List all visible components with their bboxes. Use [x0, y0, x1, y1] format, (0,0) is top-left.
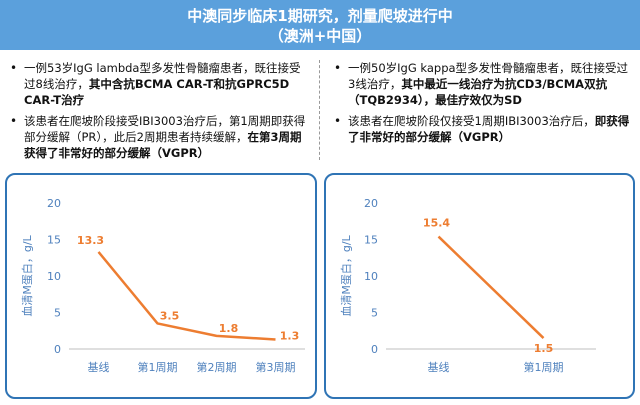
right-bullet-1: • 一例50岁IgG kappa型多发性骨髓瘤患者，既往接受过3线治疗，其中最近… [332, 60, 632, 108]
left-bullet-1-bold: 其中含抗BCMA CAR-T和抗GPRC5D CAR-T治疗 [24, 77, 290, 107]
left-bullet-2-bold: 在第3周期获得了非常好的部分缓解（VGPR） [24, 130, 302, 160]
left-bullet-2-text: 该患者在爬坡阶段接受IBI3003治疗后，第1周期即获得部分缓解（PR），此后2… [24, 114, 306, 144]
x-tick-label: 基线 [88, 360, 110, 374]
y-tick-label: 10 [47, 270, 61, 283]
left-chart-panel: 血清M蛋白，g/L 0 5 10 15 20 基线 第1周期 第2周期 第3周期 13.3 3.5 1.… [5, 173, 317, 399]
y-axis-label: 血清M蛋白，g/L [20, 234, 34, 316]
right-chart-panel: 血清M蛋白，g/L 0 5 10 15 20 基线 第1周期 15.4 1.5 [324, 173, 635, 399]
data-label: 1.8 [219, 322, 239, 335]
x-tick-label: 第1周期 [138, 360, 178, 374]
bullet-dot-icon: • [10, 114, 18, 128]
left-case-description: • 一例53岁IgG lambda型多发性骨髓瘤患者，既往接受过8线治疗，其中含… [8, 60, 308, 166]
right-bullet-2-text: 该患者在爬坡阶段仅接受1周期IBI3003治疗后， [348, 114, 595, 128]
y-tick-label: 0 [54, 343, 61, 356]
left-bullet-2: • 该患者在爬坡阶段接受IBI3003治疗后，第1周期即获得部分缓解（PR），此… [8, 113, 308, 161]
right-case-description: • 一例50岁IgG kappa型多发性骨髓瘤患者，既往接受过3线治疗，其中最近… [332, 60, 632, 150]
title-line-2: （澳洲+中国） [268, 27, 372, 45]
left-bullet-1-text: 一例53岁IgG lambda型多发性骨髓瘤患者，既往接受过8线治疗， [24, 61, 301, 91]
y-tick-label: 20 [364, 197, 378, 210]
bullet-dot-icon: • [334, 114, 342, 128]
right-bullet-2: • 该患者在爬坡阶段仅接受1周期IBI3003治疗后，即获得了非常好的部分缓解（… [332, 113, 632, 145]
y-tick-label: 15 [47, 234, 61, 247]
y-axis-label: 血清M蛋白，g/L [339, 234, 353, 316]
x-tick-label: 第2周期 [197, 360, 237, 374]
left-bullet-1: • 一例53岁IgG lambda型多发性骨髓瘤患者，既往接受过8线治疗，其中含… [8, 60, 308, 108]
x-tick-label: 第1周期 [524, 360, 564, 374]
x-tick-label: 第3周期 [256, 360, 296, 374]
data-label: 1.3 [280, 330, 300, 343]
y-tick-label: 5 [371, 307, 378, 320]
data-label: 15.4 [423, 217, 450, 230]
y-tick-label: 15 [364, 234, 378, 247]
x-tick-label: 基线 [428, 360, 450, 374]
bullet-dot-icon: • [10, 61, 18, 75]
y-tick-label: 5 [54, 307, 61, 320]
y-tick-label: 20 [47, 197, 61, 210]
column-divider [319, 60, 320, 160]
right-bullet-1-bold: 其中最近一线治疗为抗CD3/BCMA双抗（TQB2934），最佳疗效仅为SD [348, 77, 608, 107]
series-line [97, 251, 276, 341]
right-bullet-2-bold: 即获得了非常好的部分缓解（VGPR） [348, 114, 630, 144]
right-bullet-1-text: 一例50岁IgG kappa型多发性骨髓瘤患者，既往接受过3线治疗， [348, 61, 629, 91]
right-line-chart: 血清M蛋白，g/L 0 5 10 15 20 基线 第1周期 15.4 1.5 [339, 197, 596, 374]
bullet-dot-icon: • [334, 61, 342, 75]
data-label: 1.5 [534, 342, 554, 355]
left-line-chart: 血清M蛋白，g/L 0 5 10 15 20 基线 第1周期 第2周期 第3周期 13.3 3.5 1.… [20, 197, 305, 374]
data-label: 13.3 [77, 234, 104, 247]
data-label: 3.5 [160, 309, 180, 322]
y-tick-label: 0 [371, 343, 378, 356]
series-line [437, 235, 545, 339]
title-banner: 中澳同步临床1期研究，剂量爬坡进行中 （澳洲+中国） [0, 0, 640, 50]
y-tick-label: 10 [364, 270, 378, 283]
title-line-1: 中澳同步临床1期研究，剂量爬坡进行中 [187, 7, 453, 25]
